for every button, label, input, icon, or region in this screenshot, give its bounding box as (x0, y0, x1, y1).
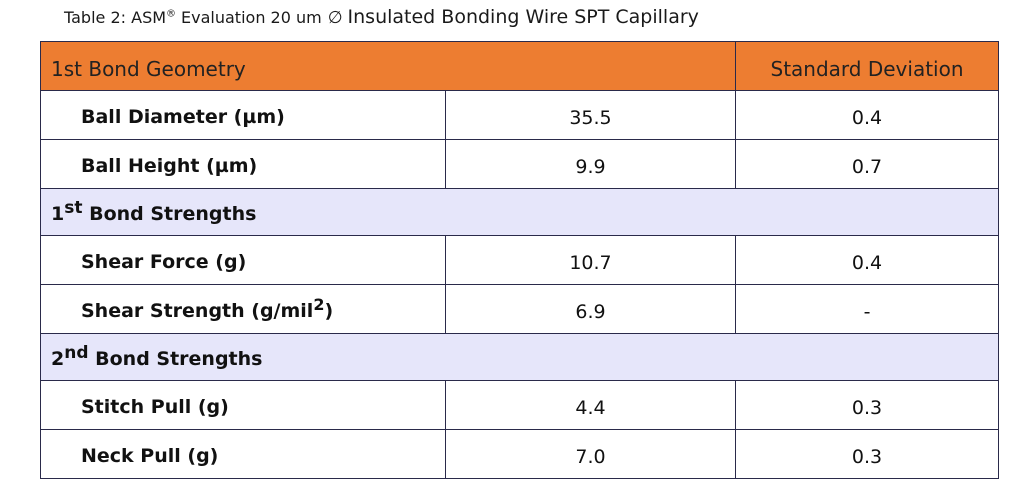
row-label: Ball Diameter (µm) (40, 90, 446, 140)
section-row-first-bond-strengths: 1st Bond Strengths (39, 188, 1000, 236)
section-label: 1st Bond Strengths (39, 188, 1000, 236)
table-row: Shear Strength (g/mil2) 6.9 - (40, 284, 1000, 334)
row-stdev: 0.7 (735, 139, 1000, 189)
table-row: Ball Diameter (µm) 35.5 0.4 (40, 90, 1000, 140)
row-label: Shear Force (g) (40, 235, 446, 285)
row-stdev: - (735, 284, 1000, 334)
table-row: Neck Pull (g) 7.0 0.3 (40, 429, 1000, 479)
registered-mark: ® (166, 8, 177, 20)
table-row: Ball Height (µm) 9.9 0.7 (40, 139, 1000, 189)
row-stdev: 0.3 (735, 380, 1000, 430)
row-value: 7.0 (444, 429, 737, 479)
row-stdev: 0.4 (735, 235, 1000, 285)
header-geometry: 1st Bond Geometry (39, 41, 737, 91)
table-caption: Table 2: ASM® Evaluation 20 um ∅ Insulat… (64, 6, 699, 34)
row-stdev: 0.3 (735, 429, 1000, 479)
section-row-second-bond-strengths: 2nd Bond Strengths (39, 333, 1000, 381)
bond-results-table: 1st Bond Geometry Standard Deviation Bal… (39, 41, 1000, 479)
row-label: Stitch Pull (g) (40, 380, 446, 430)
caption-prefix: Table 2: ASM® (64, 8, 177, 27)
table-header-row: 1st Bond Geometry Standard Deviation (39, 41, 1000, 91)
row-label: Ball Height (µm) (40, 139, 446, 189)
row-value: 6.9 (444, 284, 737, 334)
header-standard-deviation: Standard Deviation (735, 41, 1000, 91)
table-row: Shear Force (g) 10.7 0.4 (40, 235, 1000, 285)
row-value: 4.4 (444, 380, 737, 430)
caption-title: Insulated Bonding Wire SPT Capillary (347, 6, 699, 28)
table-row: Stitch Pull (g) 4.4 0.3 (40, 380, 1000, 430)
section-label: 2nd Bond Strengths (39, 333, 1000, 381)
row-label: Shear Strength (g/mil2) (40, 284, 446, 334)
row-value: 9.9 (444, 139, 737, 189)
diameter-symbol-icon: ∅ (327, 8, 343, 28)
row-stdev: 0.4 (735, 90, 1000, 140)
row-label: Neck Pull (g) (40, 429, 446, 479)
row-value: 10.7 (444, 235, 737, 285)
row-value: 35.5 (444, 90, 737, 140)
caption-middle: Evaluation 20 um (181, 8, 322, 27)
